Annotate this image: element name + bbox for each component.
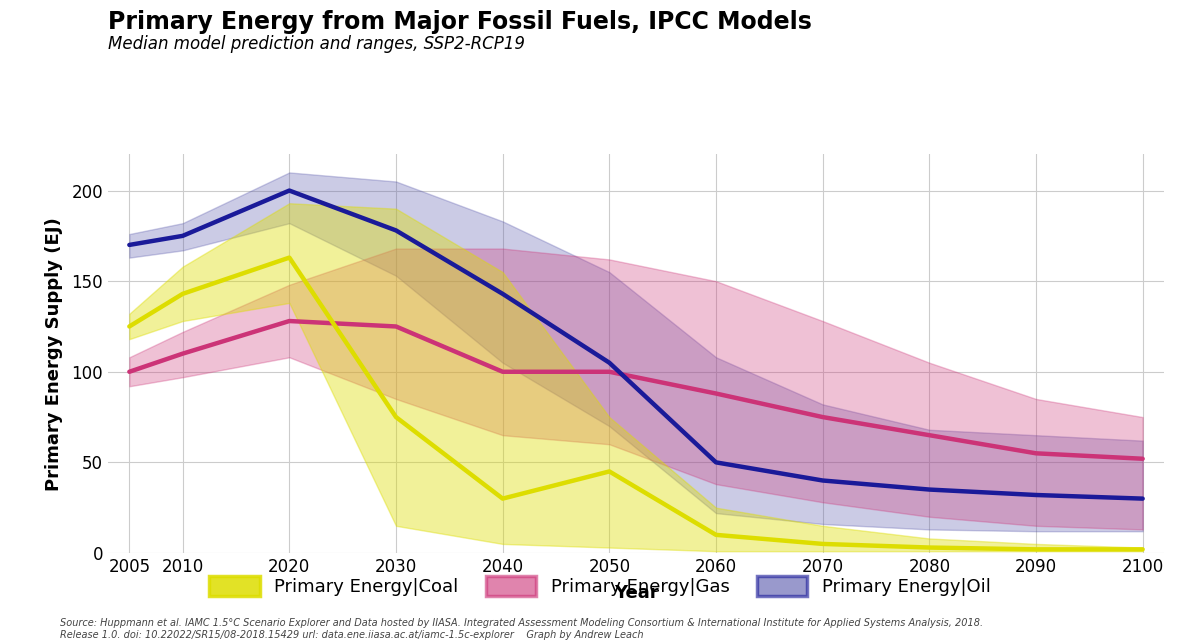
Text: Primary Energy from Major Fossil Fuels, IPCC Models: Primary Energy from Major Fossil Fuels, … (108, 10, 812, 33)
Legend: Primary Energy|Coal, Primary Energy|Gas, Primary Energy|Oil: Primary Energy|Coal, Primary Energy|Gas,… (204, 570, 996, 602)
Text: Source: Huppmann et al. IAMC 1.5°C Scenario Explorer and Data hosted by IIASA. I: Source: Huppmann et al. IAMC 1.5°C Scena… (60, 618, 983, 640)
Y-axis label: Primary Energy Supply (EJ): Primary Energy Supply (EJ) (46, 217, 64, 491)
Text: Median model prediction and ranges, SSP2-RCP19: Median model prediction and ranges, SSP2… (108, 35, 526, 53)
X-axis label: Year: Year (613, 584, 659, 602)
